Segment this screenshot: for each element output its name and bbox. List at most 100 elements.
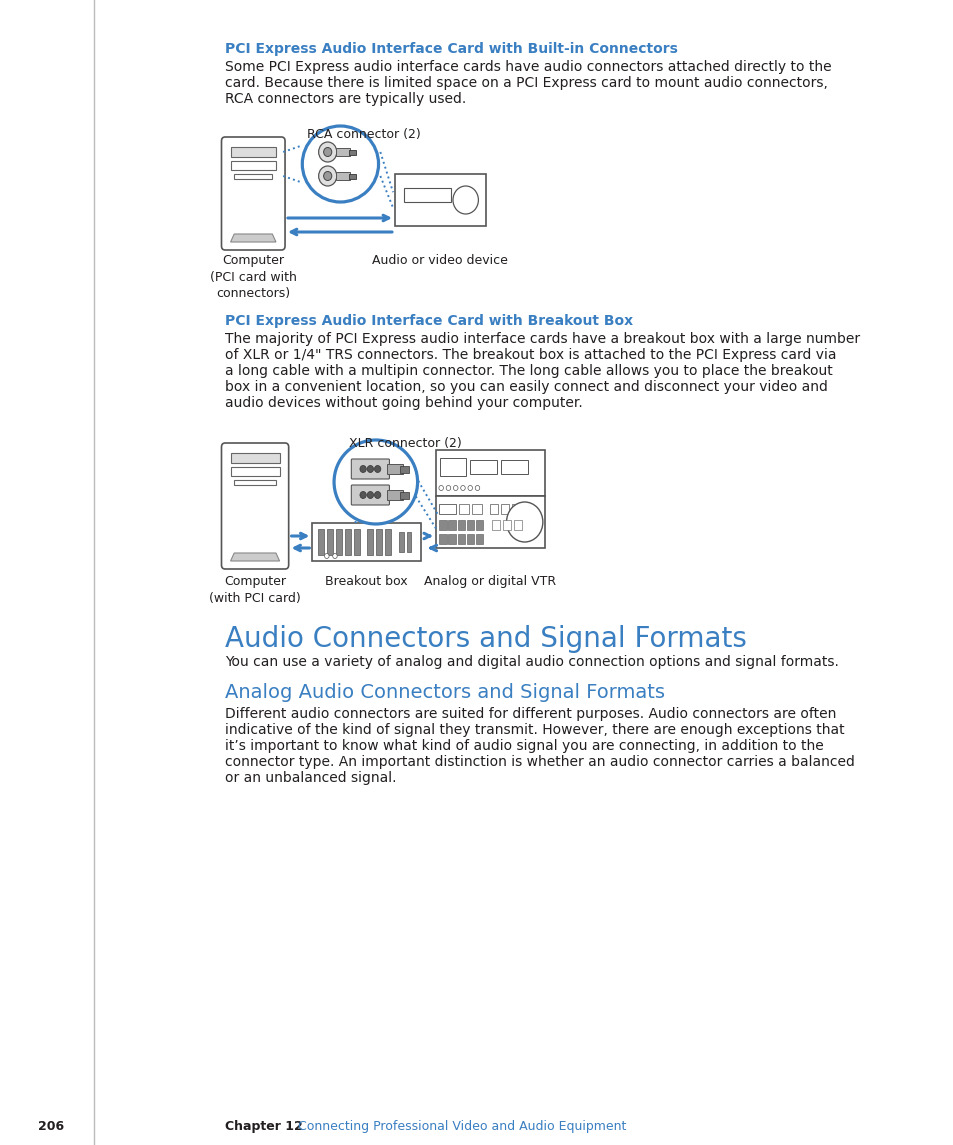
Bar xyxy=(403,188,451,202)
Bar xyxy=(458,504,469,514)
Circle shape xyxy=(359,466,366,473)
Circle shape xyxy=(475,485,479,490)
Bar xyxy=(231,453,279,463)
Bar xyxy=(472,504,481,514)
Bar xyxy=(457,534,464,544)
Circle shape xyxy=(446,485,450,490)
Bar xyxy=(466,534,474,544)
Circle shape xyxy=(460,485,465,490)
Bar xyxy=(500,460,528,474)
FancyBboxPatch shape xyxy=(351,485,389,505)
Bar xyxy=(386,464,402,474)
Bar xyxy=(335,148,350,156)
Circle shape xyxy=(453,485,457,490)
Text: Chapter 12: Chapter 12 xyxy=(225,1120,302,1134)
Text: Computer
(with PCI card): Computer (with PCI card) xyxy=(209,575,300,605)
Circle shape xyxy=(323,172,332,181)
Text: card. Because there is limited space on a PCI Express card to mount audio connec: card. Because there is limited space on … xyxy=(225,76,827,90)
Bar xyxy=(317,529,324,555)
Bar xyxy=(345,529,351,555)
Bar xyxy=(406,532,411,552)
Circle shape xyxy=(375,466,380,473)
Bar xyxy=(457,520,464,530)
Text: Different audio connectors are suited for different purposes. Audio connectors a: Different audio connectors are suited fo… xyxy=(225,706,836,721)
Bar xyxy=(348,150,355,155)
Bar xyxy=(466,520,474,530)
Text: Computer
(PCI card with
connectors): Computer (PCI card with connectors) xyxy=(210,254,296,300)
Text: RCA connectors are typically used.: RCA connectors are typically used. xyxy=(225,92,466,106)
Text: of XLR or 1/4" TRS connectors. The breakout box is attached to the PCI Express c: of XLR or 1/4" TRS connectors. The break… xyxy=(225,348,836,362)
Bar xyxy=(500,504,509,514)
Bar xyxy=(436,496,544,548)
Text: Connecting Professional Video and Audio Equipment: Connecting Professional Video and Audio … xyxy=(286,1120,626,1134)
Bar xyxy=(354,529,360,555)
Circle shape xyxy=(359,491,366,498)
Bar xyxy=(492,520,499,530)
Bar xyxy=(512,504,519,514)
Circle shape xyxy=(438,485,443,490)
Bar xyxy=(470,460,497,474)
Text: it’s important to know what kind of audio signal you are connecting, in addition: it’s important to know what kind of audi… xyxy=(225,739,823,753)
Circle shape xyxy=(318,142,336,161)
Text: 206: 206 xyxy=(38,1120,64,1134)
Circle shape xyxy=(468,485,472,490)
Text: RCA connector (2): RCA connector (2) xyxy=(307,128,420,141)
Text: connector type. An important distinction is whether an audio connector carries a: connector type. An important distinction… xyxy=(225,755,854,769)
Bar xyxy=(386,490,402,500)
Text: audio devices without going behind your computer.: audio devices without going behind your … xyxy=(225,396,582,410)
Circle shape xyxy=(453,185,477,214)
Bar xyxy=(335,529,342,555)
Bar xyxy=(312,523,421,561)
Bar xyxy=(231,467,279,476)
Bar xyxy=(231,161,275,169)
Circle shape xyxy=(318,166,336,185)
Text: PCI Express Audio Interface Card with Breakout Box: PCI Express Audio Interface Card with Br… xyxy=(225,314,633,327)
FancyBboxPatch shape xyxy=(221,137,285,250)
Text: You can use a variety of analog and digital audio connection options and signal : You can use a variety of analog and digi… xyxy=(225,655,838,669)
Bar xyxy=(234,480,275,485)
Bar xyxy=(348,174,355,179)
Bar xyxy=(384,529,391,555)
Circle shape xyxy=(367,491,374,498)
Bar xyxy=(234,174,272,179)
Text: box in a convenient location, so you can easily connect and disconnect your vide: box in a convenient location, so you can… xyxy=(225,380,827,394)
Bar xyxy=(476,520,482,530)
Circle shape xyxy=(333,553,337,559)
Text: Analog or digital VTR: Analog or digital VTR xyxy=(424,575,556,589)
Bar xyxy=(400,491,409,498)
Bar xyxy=(439,504,456,514)
Text: or an unbalanced signal.: or an unbalanced signal. xyxy=(225,771,396,785)
Text: Some PCI Express audio interface cards have audio connectors attached directly t: Some PCI Express audio interface cards h… xyxy=(225,60,831,74)
Bar xyxy=(448,534,456,544)
Bar xyxy=(448,520,456,530)
FancyBboxPatch shape xyxy=(221,443,289,569)
Bar xyxy=(490,504,497,514)
Bar xyxy=(327,529,333,555)
Bar xyxy=(395,174,485,226)
Bar xyxy=(439,520,446,530)
Bar xyxy=(439,534,446,544)
Circle shape xyxy=(375,491,380,498)
FancyBboxPatch shape xyxy=(351,459,389,479)
Circle shape xyxy=(506,502,542,542)
Bar xyxy=(502,520,511,530)
Ellipse shape xyxy=(302,126,378,202)
Text: PCI Express Audio Interface Card with Built-in Connectors: PCI Express Audio Interface Card with Bu… xyxy=(225,42,678,56)
Circle shape xyxy=(324,553,329,559)
Circle shape xyxy=(367,466,374,473)
Bar xyxy=(514,520,521,530)
Polygon shape xyxy=(231,553,279,561)
Bar xyxy=(476,534,482,544)
Text: Audio or video device: Audio or video device xyxy=(372,254,508,267)
Bar xyxy=(436,450,544,496)
Text: Breakout box: Breakout box xyxy=(325,575,408,589)
Text: a long cable with a multipin connector. The long cable allows you to place the b: a long cable with a multipin connector. … xyxy=(225,364,832,378)
Text: XLR connector (2): XLR connector (2) xyxy=(348,437,461,450)
Text: indicative of the kind of signal they transmit. However, there are enough except: indicative of the kind of signal they tr… xyxy=(225,722,843,737)
Text: Audio Connectors and Signal Formats: Audio Connectors and Signal Formats xyxy=(225,625,746,653)
Text: The majority of PCI Express audio interface cards have a breakout box with a lar: The majority of PCI Express audio interf… xyxy=(225,332,860,346)
Bar xyxy=(231,147,275,157)
Bar xyxy=(375,529,382,555)
Bar xyxy=(440,458,465,476)
Bar xyxy=(366,529,373,555)
